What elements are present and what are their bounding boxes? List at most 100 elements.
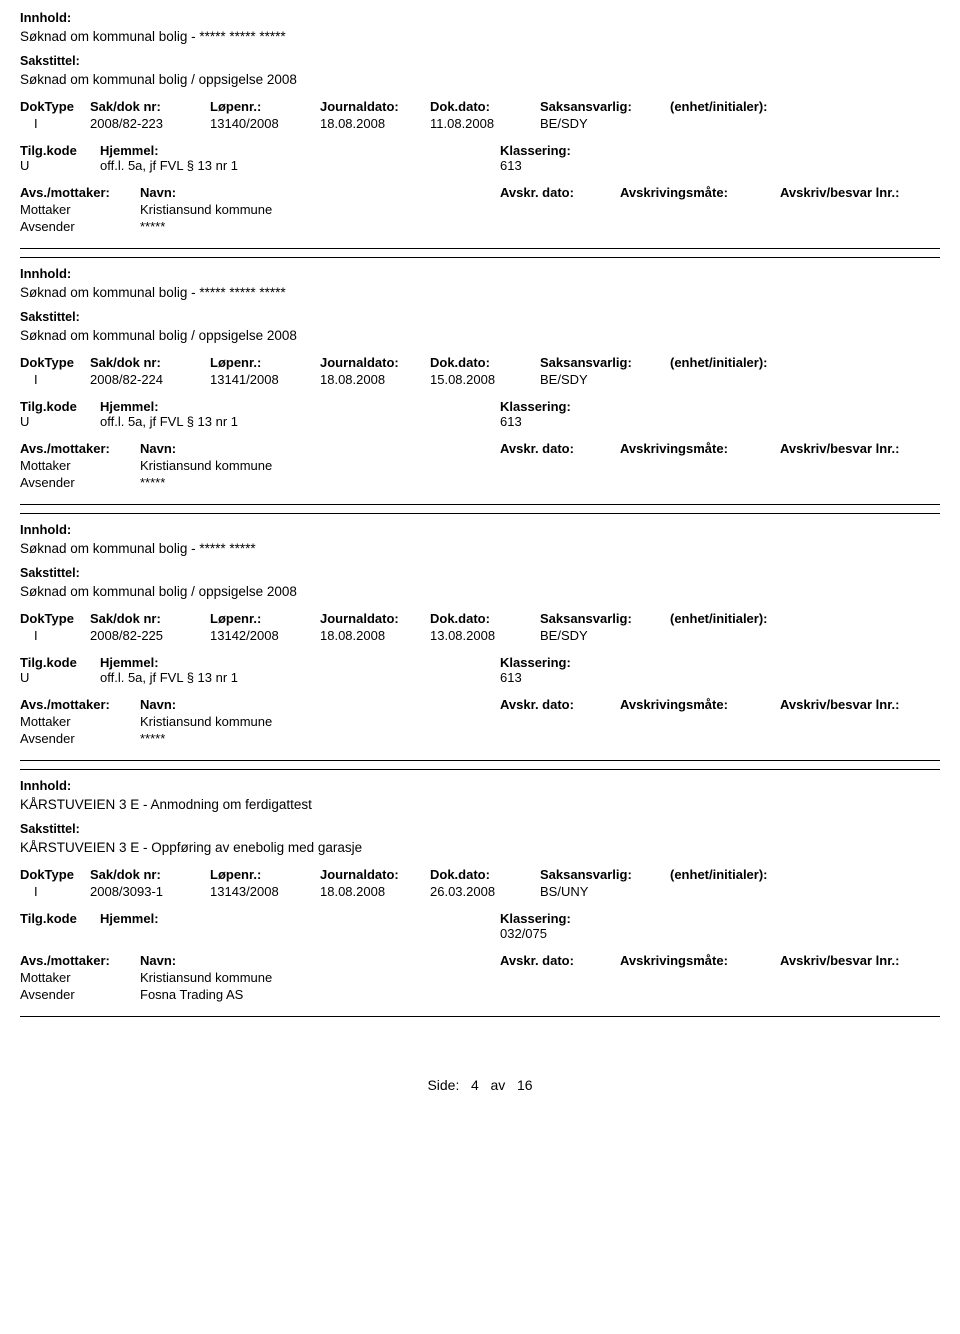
- saksansvarlig-value: BE/SDY: [540, 372, 670, 387]
- tilgkode-header-row: Tilg.kodeHjemmel:Klassering:: [20, 911, 940, 926]
- navn-header: Navn:: [140, 697, 500, 712]
- avskrdato-header: Avskr. dato:: [500, 697, 620, 712]
- mottaker-row: MottakerKristiansund kommune: [20, 714, 940, 729]
- avskrivingsmate-header: Avskrivingsmåte:: [620, 441, 780, 456]
- lopenr-header: Løpenr.:: [210, 867, 320, 882]
- mottaker-navn: Kristiansund kommune: [140, 970, 500, 985]
- navn-header: Navn:: [140, 185, 500, 200]
- sakstittel-label: Sakstittel:: [20, 566, 940, 580]
- enhet-value: [670, 884, 940, 899]
- column-header-row: DokTypeSak/dok nr:Løpenr.:Journaldato:Do…: [20, 867, 940, 882]
- tilgkode-value: [20, 926, 100, 941]
- tilgkode-header: Tilg.kode: [20, 143, 100, 158]
- page-current: 4: [471, 1077, 479, 1093]
- lopenr-value: 13143/2008: [210, 884, 320, 899]
- avskrivbesvar-header: Avskriv/besvar lnr.:: [780, 185, 940, 200]
- doktype-header: DokType: [20, 355, 90, 370]
- tilgkode-header-row: Tilg.kodeHjemmel:Klassering:: [20, 143, 940, 158]
- dokdato-header: Dok.dato:: [430, 867, 540, 882]
- avskrivingsmate-header: Avskrivingsmåte:: [620, 697, 780, 712]
- tilgkode-value: U: [20, 158, 100, 173]
- dokdato-value: 15.08.2008: [430, 372, 540, 387]
- avsmottaker-header-row: Avs./mottaker:Navn:Avskr. dato:Avskrivin…: [20, 953, 940, 968]
- enhet-header: (enhet/initialer):: [670, 355, 940, 370]
- klassering-header: Klassering:: [500, 399, 700, 414]
- innhold-label: Innhold:: [20, 778, 940, 793]
- enhet-header: (enhet/initialer):: [670, 611, 940, 626]
- innhold-label: Innhold:: [20, 266, 940, 281]
- avskrivingsmate-header: Avskrivingsmåte:: [620, 953, 780, 968]
- tilgkode-data-row: 032/075: [20, 926, 940, 941]
- page-total: 16: [517, 1077, 533, 1093]
- doktype-value: I: [20, 884, 90, 899]
- entry-divider: [20, 504, 940, 505]
- sakstittel-text: KÅRSTUVEIEN 3 E - Oppføring av enebolig …: [20, 840, 940, 855]
- avskrdato-header: Avskr. dato:: [500, 953, 620, 968]
- mottaker-label: Mottaker: [20, 714, 140, 729]
- column-header-row: DokTypeSak/dok nr:Løpenr.:Journaldato:Do…: [20, 611, 940, 626]
- klassering-header: Klassering:: [500, 143, 700, 158]
- avsmottaker-header: Avs./mottaker:: [20, 185, 140, 200]
- journaldato-header: Journaldato:: [320, 355, 430, 370]
- sakdok-header: Sak/dok nr:: [90, 867, 210, 882]
- journaldato-value: 18.08.2008: [320, 884, 430, 899]
- sakstittel-text: Søknad om kommunal bolig / oppsigelse 20…: [20, 584, 940, 599]
- avsmottaker-header-row: Avs./mottaker:Navn:Avskr. dato:Avskrivin…: [20, 697, 940, 712]
- avsender-label: Avsender: [20, 219, 140, 234]
- innhold-text: Søknad om kommunal bolig - ***** ***** *…: [20, 285, 940, 300]
- innhold-label: Innhold:: [20, 10, 940, 25]
- klassering-value: 613: [500, 158, 700, 173]
- klassering-value: 613: [500, 414, 700, 429]
- journal-entry: Innhold: KÅRSTUVEIEN 3 E - Anmodning om f…: [20, 769, 940, 1017]
- saksansvarlig-header: Saksansvarlig:: [540, 611, 670, 626]
- doktype-header: DokType: [20, 99, 90, 114]
- data-row: I2008/82-22513142/200818.08.200813.08.20…: [20, 628, 940, 643]
- mottaker-row: MottakerKristiansund kommune: [20, 458, 940, 473]
- journal-entry: Innhold: Søknad om kommunal bolig - *****…: [20, 257, 940, 505]
- lopenr-header: Løpenr.:: [210, 99, 320, 114]
- sakdok-value: 2008/82-225: [90, 628, 210, 643]
- avsmottaker-header-row: Avs./mottaker:Navn:Avskr. dato:Avskrivin…: [20, 185, 940, 200]
- mottaker-label: Mottaker: [20, 970, 140, 985]
- innhold-text: KÅRSTUVEIEN 3 E - Anmodning om ferdigatt…: [20, 797, 940, 812]
- sakdok-header: Sak/dok nr:: [90, 611, 210, 626]
- tilgkode-header: Tilg.kode: [20, 399, 100, 414]
- enhet-value: [670, 372, 940, 387]
- avskrivingsmate-header: Avskrivingsmåte:: [620, 185, 780, 200]
- sakdok-header: Sak/dok nr:: [90, 355, 210, 370]
- journaldato-header: Journaldato:: [320, 867, 430, 882]
- dokdato-header: Dok.dato:: [430, 355, 540, 370]
- avsender-navn: *****: [140, 475, 500, 490]
- dokdato-value: 26.03.2008: [430, 884, 540, 899]
- tilgkode-header: Tilg.kode: [20, 655, 100, 670]
- saksansvarlig-header: Saksansvarlig:: [540, 99, 670, 114]
- sakstittel-label: Sakstittel:: [20, 54, 940, 68]
- saksansvarlig-value: BE/SDY: [540, 116, 670, 131]
- hjemmel-header: Hjemmel:: [100, 911, 500, 926]
- journal-entry: Innhold:Søknad om kommunal bolig - *****…: [20, 513, 940, 761]
- avsender-label: Avsender: [20, 731, 140, 746]
- avskrdato-header: Avskr. dato:: [500, 185, 620, 200]
- avsmottaker-header: Avs./mottaker:: [20, 441, 140, 456]
- avsender-row: Avsender*****: [20, 219, 940, 234]
- avsender-row: Avsender*****: [20, 731, 940, 746]
- tilgkode-value: U: [20, 414, 100, 429]
- avsmottaker-header: Avs./mottaker:: [20, 953, 140, 968]
- tilgkode-data-row: Uoff.l. 5a, jf FVL § 13 nr 1613: [20, 670, 940, 685]
- avsender-label: Avsender: [20, 987, 140, 1002]
- sakdok-header: Sak/dok nr:: [90, 99, 210, 114]
- doktype-value: I: [20, 628, 90, 643]
- avsender-row: Avsender*****: [20, 475, 940, 490]
- data-row: I2008/82-22313140/200818.08.200811.08.20…: [20, 116, 940, 131]
- navn-header: Navn:: [140, 441, 500, 456]
- avsender-label: Avsender: [20, 475, 140, 490]
- lopenr-value: 13140/2008: [210, 116, 320, 131]
- avsender-navn: *****: [140, 219, 500, 234]
- klassering-value: 613: [500, 670, 700, 685]
- mottaker-navn: Kristiansund kommune: [140, 202, 500, 217]
- dokdato-value: 13.08.2008: [430, 628, 540, 643]
- lopenr-header: Løpenr.:: [210, 355, 320, 370]
- dokdato-header: Dok.dato:: [430, 99, 540, 114]
- dokdato-value: 11.08.2008: [430, 116, 540, 131]
- journaldato-header: Journaldato:: [320, 99, 430, 114]
